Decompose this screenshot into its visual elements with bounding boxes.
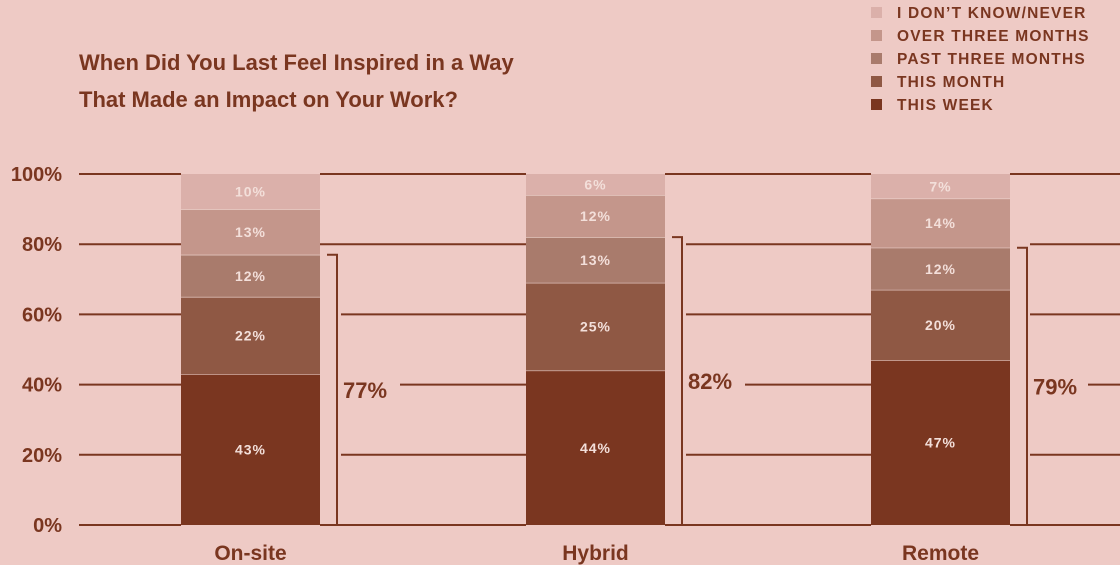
gridlines <box>79 173 1120 526</box>
data-label: 25% <box>580 319 611 335</box>
legend-swatch <box>871 53 882 64</box>
legend-swatch <box>871 76 882 87</box>
bar-segment <box>181 174 320 210</box>
data-label: 12% <box>925 261 956 277</box>
total-bracket <box>672 236 683 526</box>
x-tick-label: On-site <box>214 542 286 565</box>
bar-segment <box>871 174 1010 199</box>
bar-segment <box>871 247 1010 290</box>
data-label: 6% <box>584 177 606 193</box>
legend-swatch <box>871 7 882 18</box>
bars: 43% 22% 12% 13% 10% 44% 25% 13% 12% 6% 47% 20% 12% 14… <box>181 174 1010 525</box>
chart-title-line-2: That Made an Impact on Your Work? <box>79 87 458 112</box>
total-label: 82% <box>688 369 732 394</box>
legend-label: PAST THREE MONTHS <box>897 51 1086 68</box>
legend-label: THIS MONTH <box>897 74 1005 91</box>
y-tick-label: 20% <box>22 445 62 467</box>
legend-swatch <box>871 30 882 41</box>
legend-swatch <box>871 99 882 110</box>
legend: I DON’T KNOW/NEVER OVER THREE MONTHS PAST … <box>871 5 1090 114</box>
data-label: 12% <box>235 268 266 284</box>
chart-title-line-1: When Did You Last Feel Inspired in a Way <box>79 50 515 75</box>
bar-segment <box>526 370 665 525</box>
x-axis: On-site Hybrid Remote <box>214 542 979 565</box>
data-label: 13% <box>235 224 266 240</box>
data-label: 22% <box>235 327 266 343</box>
bar-segment <box>871 198 1010 248</box>
data-label: 47% <box>925 435 956 451</box>
data-label: 44% <box>580 440 611 456</box>
y-tick-label: 0% <box>33 515 62 537</box>
data-label: 7% <box>929 178 951 194</box>
bar-segment <box>526 174 665 196</box>
total-brackets: 77% 82% 79% <box>327 236 1077 526</box>
bar-segment <box>526 237 665 283</box>
y-tick-label: 60% <box>22 304 62 326</box>
bar-segment <box>526 282 665 371</box>
total-label: 79% <box>1033 374 1077 399</box>
total-label: 77% <box>343 378 387 403</box>
bar-segment <box>871 289 1010 361</box>
data-label: 20% <box>925 317 956 333</box>
y-axis: 0% 20% 40% 60% 80% 100% <box>11 164 62 537</box>
bar-segment <box>181 296 320 375</box>
bar-segment <box>181 374 320 525</box>
total-bracket <box>327 253 338 526</box>
legend-label: THIS WEEK <box>897 97 994 114</box>
data-label: 14% <box>925 215 956 231</box>
y-tick-label: 100% <box>11 164 62 186</box>
total-bracket <box>1017 246 1028 526</box>
legend-label: OVER THREE MONTHS <box>897 28 1090 45</box>
data-label: 12% <box>580 208 611 224</box>
legend-label: I DON’T KNOW/NEVER <box>897 5 1087 22</box>
bar-segment <box>181 254 320 297</box>
y-tick-label: 80% <box>22 234 62 256</box>
data-label: 13% <box>580 252 611 268</box>
data-label: 43% <box>235 442 266 458</box>
data-label: 10% <box>235 184 266 200</box>
bar-segment <box>181 209 320 255</box>
bar-segment <box>871 360 1010 525</box>
x-tick-label: Hybrid <box>562 542 629 565</box>
y-tick-label: 40% <box>22 375 62 397</box>
x-tick-label: Remote <box>902 542 979 565</box>
bar-segment <box>526 195 665 238</box>
